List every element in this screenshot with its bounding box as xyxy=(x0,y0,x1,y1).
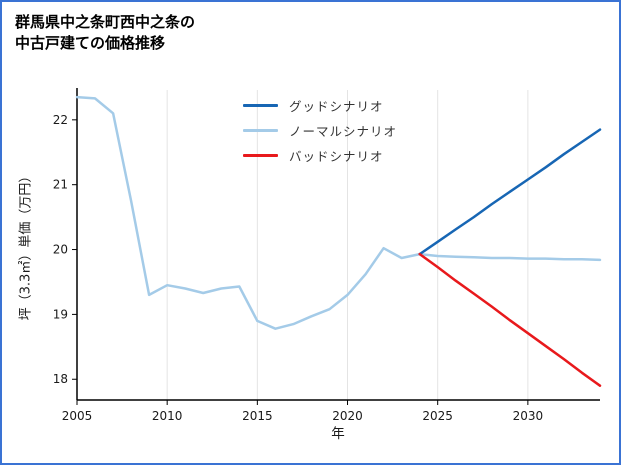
svg-text:18: 18 xyxy=(53,372,68,386)
svg-text:20: 20 xyxy=(53,243,68,257)
x-axis-label: 年 xyxy=(331,426,345,442)
y-axis-label: 坪（3.3㎡）単価（万円） xyxy=(18,169,34,321)
legend-label-normal: ノーマルシナリオ xyxy=(289,124,398,139)
chart-title-line1: 群馬県中之条町西中之条の xyxy=(15,13,196,31)
svg-text:2010: 2010 xyxy=(152,409,183,423)
legend-entry-normal: ノーマルシナリオ xyxy=(243,118,397,143)
svg-text:21: 21 xyxy=(53,178,68,192)
chart-title-line2: 中古戸建ての価格推移 xyxy=(15,34,166,52)
svg-text:2025: 2025 xyxy=(422,409,453,423)
legend-line-bad-icon xyxy=(243,154,278,157)
legend-entry-bad: バッドシナリオ xyxy=(243,143,397,168)
svg-text:22: 22 xyxy=(53,113,68,127)
chart-legend: グッドシナリオ ノーマルシナリオ バッドシナリオ xyxy=(243,93,397,168)
svg-text:2015: 2015 xyxy=(242,409,273,423)
svg-text:2005: 2005 xyxy=(62,409,93,423)
svg-text:19: 19 xyxy=(53,307,68,321)
chart-title: 群馬県中之条町西中之条の 中古戸建ての価格推移 xyxy=(15,12,195,54)
legend-line-good-icon xyxy=(243,104,278,107)
svg-text:2030: 2030 xyxy=(513,409,544,423)
legend-label-bad: バッドシナリオ xyxy=(289,149,384,164)
legend-line-normal-icon xyxy=(243,129,278,132)
legend-label-good: グッドシナリオ xyxy=(289,99,384,114)
legend-entry-good: グッドシナリオ xyxy=(243,93,397,118)
svg-text:2020: 2020 xyxy=(332,409,363,423)
